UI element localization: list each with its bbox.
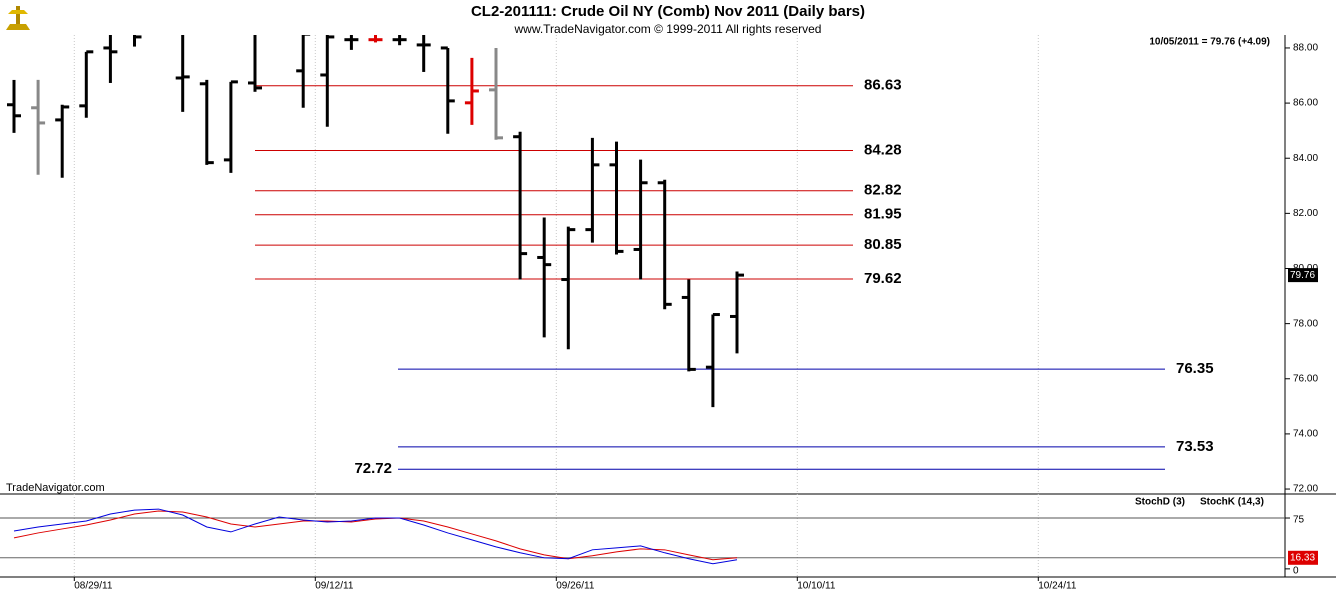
logo [6, 6, 30, 30]
level-label: 72.72 [354, 460, 392, 477]
level-label: 86.63 [864, 77, 902, 94]
stoch-line [13, 508, 738, 565]
level-label: 81.95 [864, 206, 902, 223]
value-tag [1288, 550, 1318, 565]
price-tag [1288, 268, 1318, 283]
level-label: 73.53 [1176, 438, 1214, 455]
chart-title: CL2-201111: Crude Oil NY (Comb) Nov 2011… [471, 3, 865, 20]
bars [7, 35, 744, 408]
info-label: 10/05/2011 = 79.76 (+4.09) [1149, 37, 1270, 48]
level-label: 82.82 [864, 182, 902, 199]
x-tick-label: 08/29/11 [74, 581, 113, 592]
level-label: 79.62 [864, 270, 902, 287]
legend-label: StochK (14,3) [1200, 497, 1264, 508]
price-tag-label: 79.76 [1290, 270, 1315, 281]
watermark: TradeNavigator.com [6, 482, 105, 494]
y-tick-label: 84.00 [1293, 153, 1318, 164]
x-tick-label: 10/24/11 [1038, 581, 1077, 592]
level-label: 76.35 [1176, 360, 1214, 377]
x-tick-label: 09/26/11 [556, 581, 595, 592]
legend-label: StochD (3) [1135, 497, 1185, 508]
value-tag-label: 16.33 [1290, 552, 1315, 563]
x-tick-label: 10/10/11 [797, 581, 836, 592]
y-tick-label: 88.00 [1293, 43, 1318, 54]
y-tick-label: 82.00 [1293, 208, 1318, 219]
stoch-line [13, 510, 738, 561]
x-tick-label: 09/12/11 [315, 581, 354, 592]
y-tick-label: 76.00 [1293, 373, 1318, 384]
y-tick-label: 75 [1293, 515, 1305, 526]
y-tick-label: 86.00 [1293, 98, 1318, 109]
y-tick-label: 74.00 [1293, 429, 1318, 440]
level-label: 84.28 [864, 141, 902, 158]
level-label: 80.85 [864, 236, 902, 253]
y-tick-label: 72.00 [1293, 484, 1318, 495]
y-tick-label: 78.00 [1293, 318, 1318, 329]
chart-subtitle: www.TradeNavigator.com © 1999-2011 All r… [514, 22, 822, 36]
y-tick-label: 0 [1293, 566, 1299, 577]
